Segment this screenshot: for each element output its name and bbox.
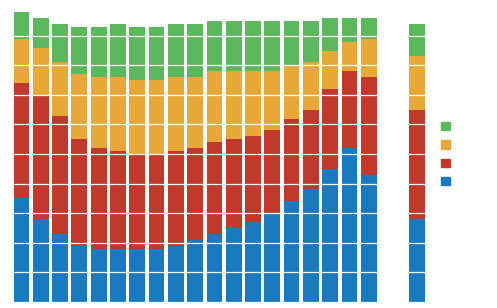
Bar [52, 234, 68, 302]
Bar [303, 189, 319, 302]
Bar [52, 116, 68, 234]
Bar [13, 83, 29, 198]
Bar [322, 18, 338, 51]
Bar [245, 21, 261, 71]
Bar [409, 56, 425, 110]
Bar [245, 136, 261, 222]
Bar [110, 77, 126, 151]
Bar [361, 18, 377, 39]
Bar [264, 21, 280, 71]
Bar [149, 249, 165, 302]
Bar [409, 110, 425, 219]
Bar [13, 198, 29, 302]
Bar [13, 39, 29, 83]
Bar [129, 27, 145, 80]
Bar [361, 77, 377, 175]
Bar [207, 71, 222, 142]
Bar [245, 222, 261, 302]
Bar [149, 80, 165, 154]
Bar [322, 169, 338, 302]
Bar [33, 219, 49, 302]
Bar [284, 201, 300, 302]
Bar [33, 18, 49, 47]
Bar [341, 42, 357, 71]
Bar [284, 21, 300, 65]
Bar [341, 148, 357, 302]
Bar [187, 24, 203, 77]
Bar [129, 80, 145, 154]
Bar [33, 47, 49, 95]
Bar [168, 151, 184, 246]
Bar [341, 71, 357, 148]
Bar [361, 175, 377, 302]
Bar [168, 246, 184, 302]
Bar [110, 249, 126, 302]
Bar [187, 148, 203, 240]
Bar [72, 139, 87, 246]
Bar [303, 110, 319, 189]
Bar [72, 246, 87, 302]
Bar [149, 27, 165, 80]
Bar [409, 219, 425, 302]
Bar [187, 240, 203, 302]
Bar [207, 234, 222, 302]
Bar [168, 24, 184, 77]
Bar [284, 119, 300, 201]
Bar [72, 74, 87, 139]
Bar [226, 71, 242, 139]
Bar [110, 24, 126, 77]
Bar [91, 148, 106, 249]
Bar [91, 27, 106, 77]
Bar [149, 154, 165, 249]
Bar [303, 62, 319, 110]
Bar [91, 249, 106, 302]
Bar [303, 21, 319, 62]
Bar [52, 62, 68, 116]
Bar [341, 18, 357, 42]
Bar [409, 24, 425, 56]
Bar [33, 95, 49, 219]
Bar [322, 89, 338, 169]
Bar [110, 151, 126, 249]
Bar [72, 27, 87, 74]
Bar [129, 154, 145, 249]
Bar [226, 228, 242, 302]
Bar [207, 142, 222, 234]
Legend: , , , : , , , [441, 122, 452, 186]
Bar [322, 51, 338, 89]
Bar [361, 39, 377, 77]
Bar [187, 77, 203, 148]
Bar [245, 71, 261, 136]
Bar [52, 24, 68, 62]
Bar [264, 213, 280, 302]
Bar [207, 21, 222, 71]
Bar [226, 21, 242, 71]
Bar [264, 71, 280, 130]
Bar [91, 77, 106, 148]
Bar [284, 65, 300, 119]
Bar [168, 77, 184, 151]
Bar [13, 12, 29, 39]
Bar [226, 139, 242, 228]
Bar [129, 249, 145, 302]
Bar [264, 130, 280, 213]
